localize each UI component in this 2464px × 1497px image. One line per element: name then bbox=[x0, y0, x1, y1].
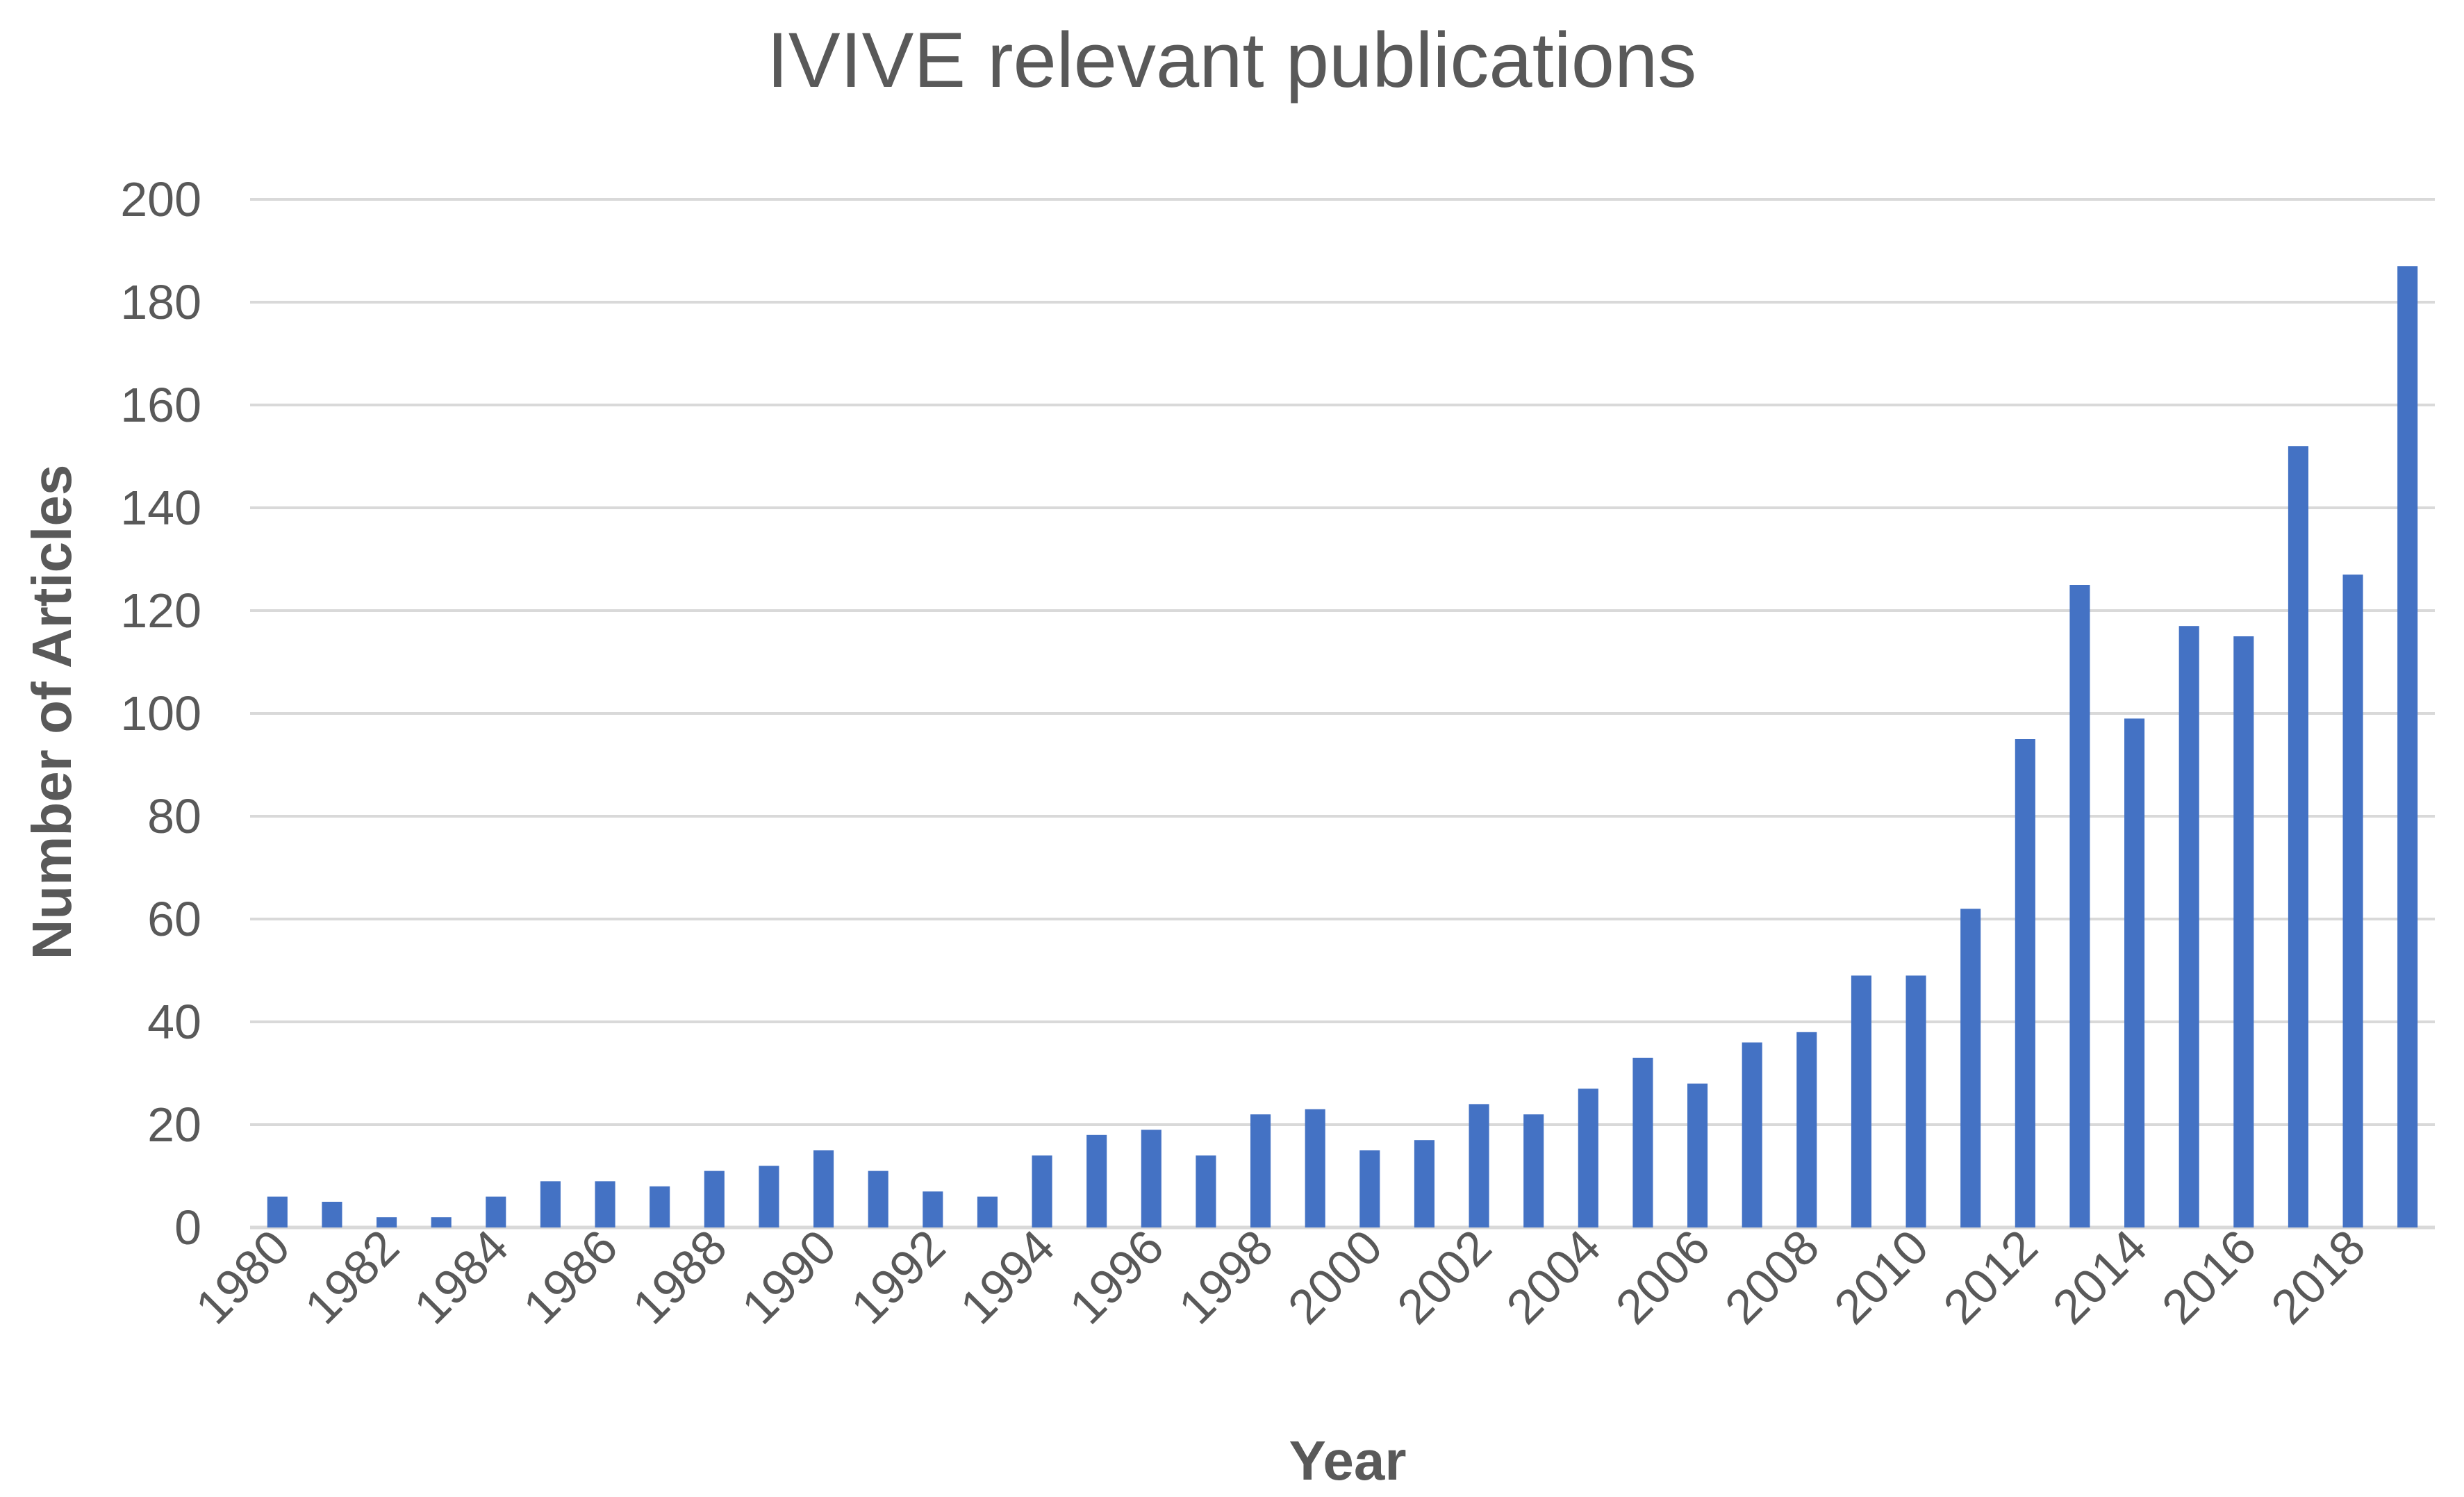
bar-2019 bbox=[2397, 266, 2418, 1228]
bar-2017 bbox=[2288, 446, 2308, 1228]
bar-2016 bbox=[2233, 636, 2254, 1227]
bar-1985 bbox=[540, 1181, 561, 1227]
y-tick-label: 100 bbox=[120, 686, 201, 741]
bar-1980 bbox=[267, 1196, 288, 1227]
bar-1986 bbox=[595, 1181, 615, 1227]
bar-1991 bbox=[868, 1171, 888, 1227]
bar-1994 bbox=[1032, 1155, 1052, 1227]
bar-2009 bbox=[1851, 975, 1871, 1227]
y-tick-label: 0 bbox=[174, 1200, 201, 1255]
y-tick-label: 40 bbox=[147, 995, 201, 1049]
bar-1983 bbox=[431, 1217, 452, 1227]
bar-2015 bbox=[2178, 626, 2199, 1227]
y-tick-label: 140 bbox=[120, 481, 201, 535]
bars bbox=[267, 266, 2418, 1228]
y-tick-label: 60 bbox=[147, 892, 201, 946]
bar-2011 bbox=[1960, 909, 1981, 1227]
bar-1993 bbox=[977, 1196, 998, 1227]
bar-2003 bbox=[1523, 1114, 1544, 1227]
bar-1982 bbox=[377, 1217, 397, 1227]
bar-2013 bbox=[2069, 585, 2090, 1227]
y-tick-label: 180 bbox=[120, 275, 201, 329]
x-axis-title: Year bbox=[1289, 1430, 1406, 1491]
y-tick-label: 20 bbox=[147, 1098, 201, 1152]
bar-2008 bbox=[1796, 1032, 1817, 1227]
bar-1999 bbox=[1305, 1109, 1325, 1227]
bar-2005 bbox=[1632, 1057, 1653, 1227]
bar-2012 bbox=[2015, 739, 2035, 1227]
y-tick-label: 80 bbox=[147, 789, 201, 843]
y-axis-title: Number of Articles bbox=[21, 465, 83, 960]
bar-1984 bbox=[486, 1196, 506, 1227]
bar-2006 bbox=[1687, 1083, 1708, 1227]
gridlines bbox=[250, 198, 2435, 1230]
bar-1998 bbox=[1250, 1114, 1271, 1227]
y-axis-ticks: 0 20 40 60 80 100 120 140 160 180 200 bbox=[120, 172, 201, 1255]
bar-1996 bbox=[1141, 1130, 1161, 1227]
chart-title: IVIVE relevant publications bbox=[767, 17, 1697, 104]
bar-2010 bbox=[1905, 975, 1926, 1227]
bar-1981 bbox=[322, 1202, 342, 1227]
bar-1987 bbox=[650, 1186, 670, 1227]
bar-1995 bbox=[1086, 1134, 1107, 1227]
bar-2002 bbox=[1469, 1104, 1489, 1227]
bar-1992 bbox=[923, 1191, 943, 1227]
bar-2007 bbox=[1742, 1042, 1762, 1227]
bar-1988 bbox=[704, 1171, 725, 1227]
bar-2004 bbox=[1578, 1089, 1598, 1227]
bar-1990 bbox=[813, 1150, 834, 1227]
y-tick-label: 200 bbox=[120, 172, 201, 226]
bar-1997 bbox=[1196, 1155, 1216, 1227]
bar-2001 bbox=[1414, 1140, 1434, 1227]
bar-2014 bbox=[2124, 718, 2145, 1227]
y-tick-label: 120 bbox=[120, 584, 201, 638]
bar-2018 bbox=[2342, 574, 2363, 1227]
bar-1989 bbox=[759, 1166, 779, 1227]
y-tick-label: 160 bbox=[120, 378, 201, 432]
bar-2000 bbox=[1359, 1150, 1380, 1227]
